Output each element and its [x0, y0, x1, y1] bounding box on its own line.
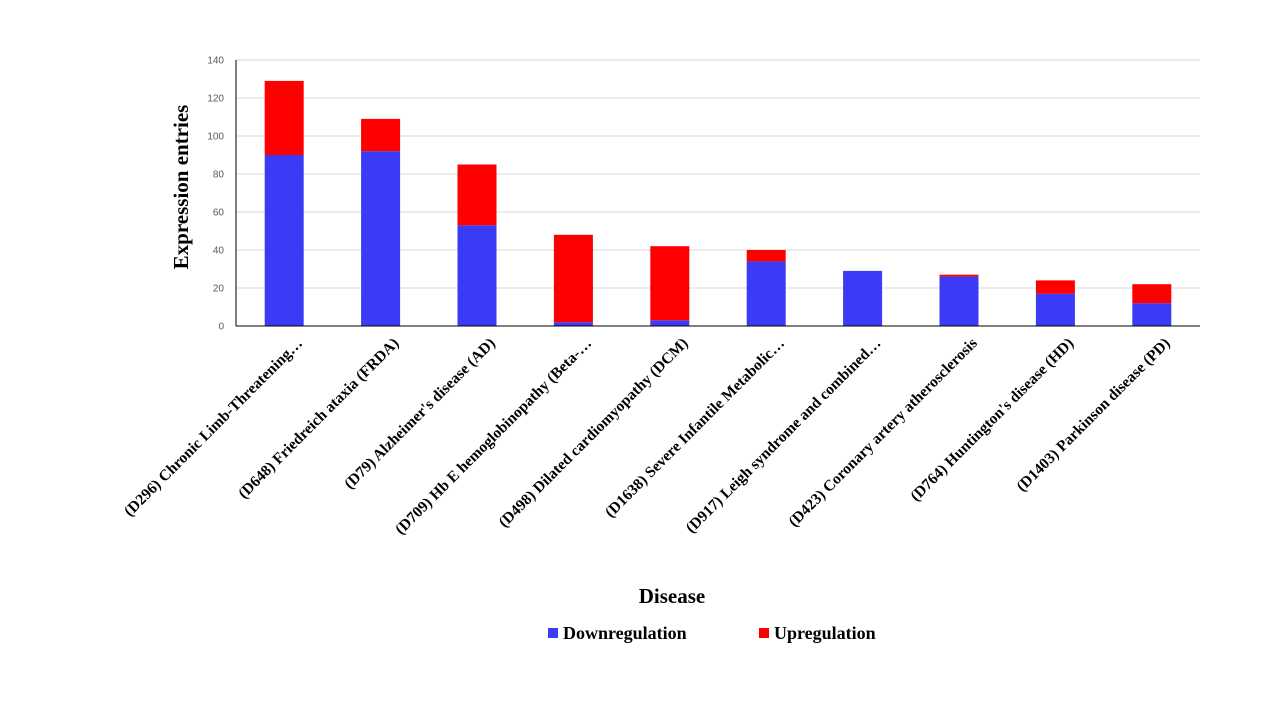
x-category-label: (D709) Hb E hemoglobinopathy (Beta-… [392, 335, 595, 538]
x-category-label: (D648) Friedreich ataxia (FRDA) [235, 335, 402, 502]
bar-downregulation [553, 322, 593, 326]
bar-downregulation [1035, 293, 1075, 326]
legend: Downregulation Upregulation [548, 623, 876, 643]
x-category-label: (D79) Alzheimer's disease (AD) [341, 335, 499, 493]
bar-upregulation [650, 246, 690, 321]
bar-upregulation [1132, 284, 1172, 304]
x-axis-title: Disease [639, 584, 706, 608]
legend-swatch-downregulation [548, 628, 558, 638]
bar-upregulation [361, 118, 401, 152]
y-tick-label: 80 [213, 170, 225, 181]
bar-downregulation [843, 270, 883, 326]
bar-downregulation [361, 151, 401, 326]
legend-swatch-upregulation [759, 628, 769, 638]
x-category-label: (D423) Coronary artery atherosclerosis [785, 335, 981, 531]
bar-upregulation [1035, 280, 1075, 294]
x-category-label: (D917) Leigh syndrome and combined… [683, 335, 885, 537]
x-category-label: (D1403) Parkinson disease (PD) [1013, 335, 1173, 495]
bar-upregulation [553, 234, 593, 323]
bar-downregulation [264, 155, 304, 326]
y-tick-label: 20 [213, 284, 225, 295]
bar-upregulation [264, 80, 304, 155]
y-axis-ticks: 0 20 40 60 80 100 120 140 [207, 56, 224, 333]
bars [264, 80, 1172, 326]
bar-downregulation [939, 276, 979, 326]
bar-downregulation [457, 225, 497, 326]
legend-label-downregulation: Downregulation [563, 623, 687, 643]
y-axis-title: Expression entries [169, 105, 193, 270]
x-axis-category-labels: (D296) Chronic Limb-Threatening…(D648) F… [121, 335, 1174, 538]
y-tick-label: 40 [213, 246, 225, 257]
y-tick-label: 120 [207, 94, 224, 105]
axes [235, 60, 1200, 327]
x-category-label: (D296) Chronic Limb-Threatening… [121, 335, 306, 520]
y-tick-label: 0 [218, 322, 224, 333]
bar-downregulation [746, 261, 786, 326]
x-category-label: (D1638) Severe Infantile Metabolic… [602, 335, 788, 521]
y-tick-label: 140 [207, 56, 224, 67]
bar-downregulation [1132, 303, 1172, 326]
bar-upregulation [746, 250, 786, 262]
y-tick-label: 60 [213, 208, 225, 219]
x-category-label: (D764) Huntington's disease (HD) [907, 335, 1077, 505]
bar-upregulation [939, 274, 979, 277]
x-category-label: (D498) Dilated cardiomyopathy (DCM) [495, 335, 691, 531]
legend-label-upregulation: Upregulation [774, 623, 876, 643]
bar-downregulation [650, 320, 690, 326]
bar-upregulation [457, 164, 497, 226]
y-tick-label: 100 [207, 132, 224, 143]
